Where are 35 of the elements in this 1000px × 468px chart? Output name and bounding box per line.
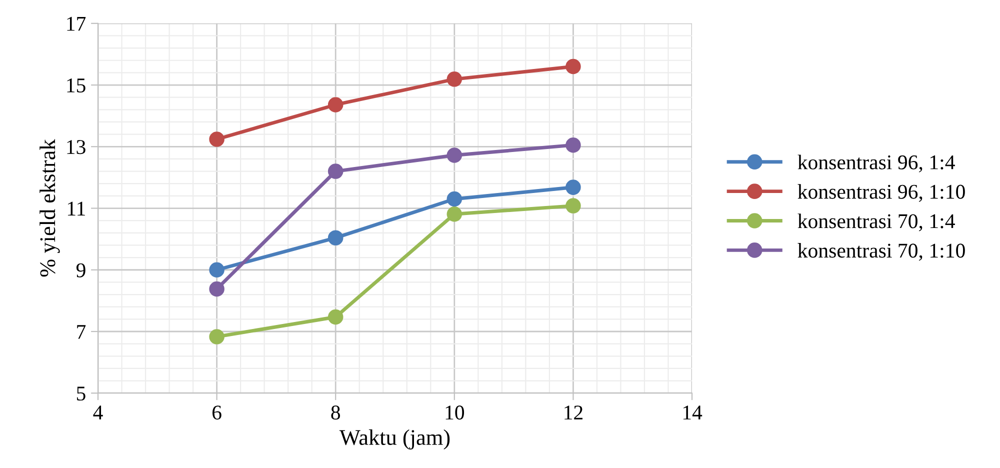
point (328, 164, 344, 179)
x-tick-label: 8 (331, 406, 340, 420)
point (566, 137, 581, 153)
point (566, 58, 581, 74)
point (446, 191, 462, 207)
point (566, 198, 581, 214)
x-tick-label: 12 (564, 406, 582, 420)
y-tick-label: 9 (76, 263, 86, 278)
point (209, 281, 224, 297)
point (446, 206, 462, 222)
x-tick-label: 6 (212, 406, 222, 420)
y-tick-label: 13 (67, 140, 86, 154)
legend-label: konsentrasi 70, 1:10 (798, 243, 965, 261)
legend-label: konsentrasi 96, 1:4 (798, 154, 955, 172)
point (328, 97, 344, 112)
legend-label: konsentrasi 70, 1:4 (798, 214, 955, 232)
point (446, 148, 462, 163)
point (209, 329, 224, 344)
point (328, 309, 344, 325)
y-tick-label: 7 (77, 325, 86, 339)
point (209, 132, 224, 147)
x-tick-label: 14 (683, 406, 702, 420)
legend-label: konsentrasi 96, 1:10 (798, 184, 965, 202)
x-tick-label: 4 (93, 406, 103, 420)
y-axis-title: % yield ekstrak (40, 139, 60, 277)
point (328, 230, 344, 246)
point (446, 72, 462, 87)
y-tick-label: 15 (67, 78, 86, 92)
x-tick-label: 10 (446, 406, 464, 420)
point (209, 262, 224, 278)
x-axis-title: Waktu (jam) (339, 429, 450, 450)
y-tick-label: 17 (67, 16, 86, 31)
point (566, 180, 581, 195)
y-tick-label: 5 (76, 386, 86, 401)
y-tick-label: 11 (68, 202, 85, 216)
